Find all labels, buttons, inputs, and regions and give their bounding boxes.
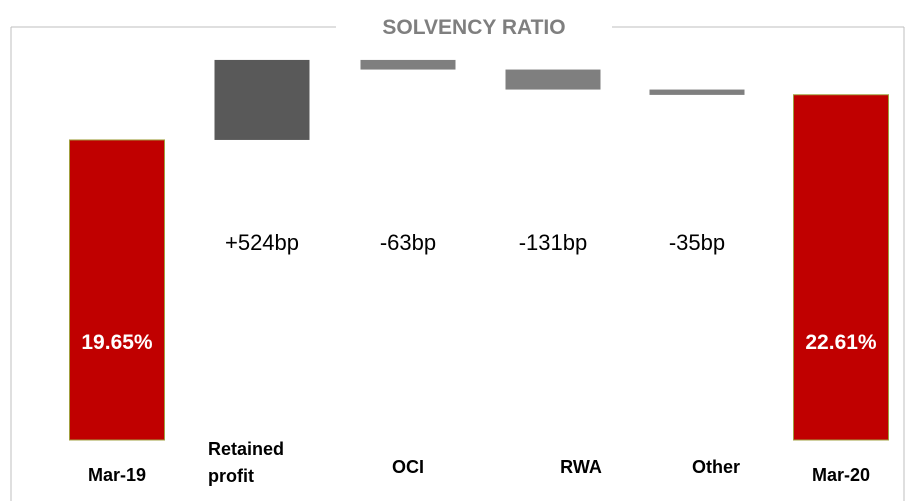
- category-label-retained-profit: Retained profit: [208, 439, 284, 486]
- bar-rwa: [505, 69, 601, 90]
- category-label-mar-20: Mar-20: [812, 465, 870, 485]
- chart-title: SOLVENCY RATIO: [382, 16, 565, 39]
- bar-mar-19: [69, 139, 165, 441]
- delta-label-oci: -63bp: [380, 230, 436, 255]
- bar-oci: [360, 59, 456, 70]
- category-label-mar-19: Mar-19: [88, 465, 146, 485]
- category-labels-group: Mar-19 Retained profit OCI RWA Other Mar-20: [88, 439, 870, 486]
- bar-mar-20: [793, 94, 889, 441]
- chart-frame: [10, 26, 905, 501]
- total-labels-group: 19.65% 22.61%: [81, 331, 877, 354]
- delta-label-retained-profit: +524bp: [225, 230, 299, 255]
- delta-labels-group: +524bp -63bp -131bp -35bp: [225, 230, 725, 255]
- total-label-mar-19: 19.65%: [81, 331, 153, 354]
- category-label-oci: OCI: [392, 457, 424, 477]
- bars-group: [69, 59, 889, 441]
- bar-other: [649, 89, 745, 95]
- delta-label-other: -35bp: [669, 230, 725, 255]
- category-label-rwa: RWA: [560, 457, 602, 477]
- total-label-mar-20: 22.61%: [805, 331, 877, 354]
- delta-label-rwa: -131bp: [519, 230, 588, 255]
- bar-retained-profit: [214, 59, 310, 140]
- category-label-other: Other: [692, 457, 740, 477]
